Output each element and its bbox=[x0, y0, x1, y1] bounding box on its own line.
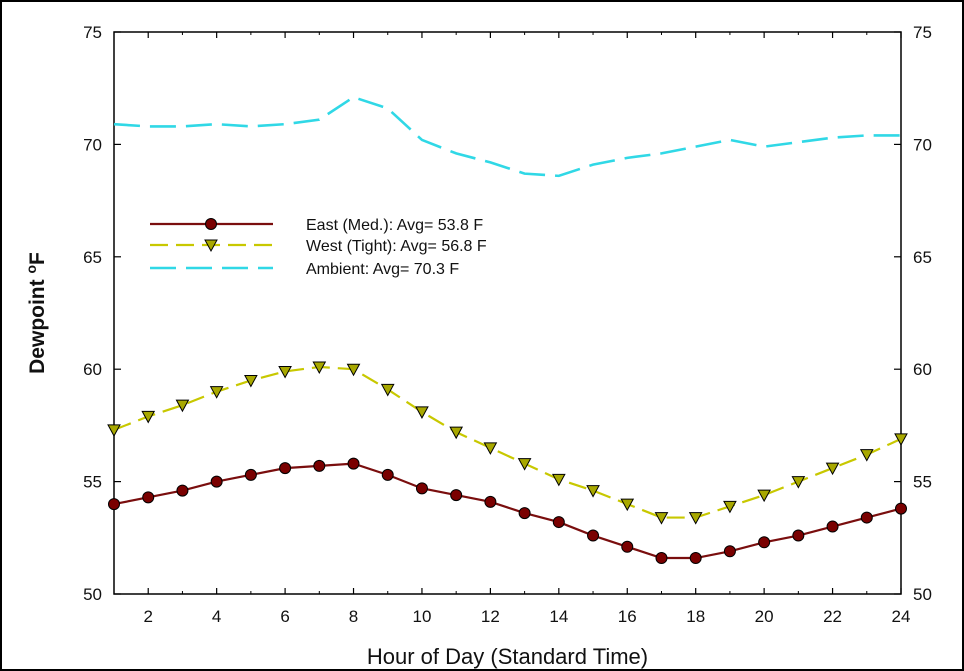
y-tick-label-left-75: 75 bbox=[83, 23, 102, 42]
x-tick-label-20: 20 bbox=[755, 607, 774, 626]
series-line-1 bbox=[113, 365, 902, 519]
series-1-point-11 bbox=[449, 426, 464, 440]
series-0-point-8 bbox=[347, 457, 360, 470]
legend-label-0: East (Med.): Avg= 53.8 F bbox=[306, 217, 483, 234]
series-1-point-3 bbox=[175, 399, 190, 413]
legend-label-1: West (Tight): Avg= 56.8 F bbox=[306, 238, 487, 255]
series-1-point-8 bbox=[346, 363, 361, 377]
series-0-point-20 bbox=[758, 536, 771, 549]
series-0-point-9 bbox=[381, 468, 394, 481]
series-1-point-23 bbox=[859, 449, 874, 462]
y-tick-label-left-50: 50 bbox=[83, 585, 102, 604]
x-tick-label-4: 4 bbox=[212, 607, 221, 626]
series-1-point-12 bbox=[483, 442, 498, 455]
legend-marker-1 bbox=[204, 239, 218, 253]
y-tick-label-left-55: 55 bbox=[83, 473, 102, 492]
x-tick-label-22: 22 bbox=[823, 607, 842, 626]
series-1-point-21 bbox=[791, 476, 806, 489]
series-1-point-15 bbox=[586, 485, 600, 498]
x-tick-label-12: 12 bbox=[481, 607, 500, 626]
series-0-point-2 bbox=[142, 491, 155, 504]
y-tick-label-right-65: 65 bbox=[913, 248, 932, 267]
series-layer bbox=[107, 95, 908, 565]
y-axis-title-unit: F bbox=[26, 252, 49, 265]
x-tick-label-10: 10 bbox=[412, 607, 431, 626]
legend-marker-0 bbox=[205, 218, 217, 230]
y-axis-title-main: Dewpoint bbox=[26, 274, 49, 374]
series-1-point-20 bbox=[757, 489, 771, 503]
series-1-point-5 bbox=[244, 374, 258, 388]
series-1-point-10 bbox=[415, 406, 429, 419]
x-tick-label-16: 16 bbox=[618, 607, 637, 626]
series-1-point-14 bbox=[551, 473, 566, 487]
series-line-0 bbox=[113, 462, 902, 560]
series-1-point-2 bbox=[141, 410, 156, 424]
legend: East (Med.): Avg= 53.8 F West (Tight): Av… bbox=[150, 217, 487, 278]
series-0-point-14 bbox=[552, 516, 565, 529]
series-0-point-5 bbox=[244, 468, 257, 481]
x-tick-label-14: 14 bbox=[549, 607, 568, 626]
y-tick-label-right-70: 70 bbox=[913, 135, 932, 154]
y-tick-label-right-60: 60 bbox=[913, 360, 932, 379]
y-axis-title-degree: o bbox=[23, 265, 39, 274]
series-0-point-6 bbox=[279, 462, 292, 475]
series-1-point-24 bbox=[894, 433, 908, 446]
series-1-point-9 bbox=[380, 383, 395, 397]
y-axis-title: Dewpoint oF bbox=[23, 252, 49, 374]
series-1-point-22 bbox=[825, 462, 840, 476]
series-0-point-23 bbox=[860, 511, 873, 524]
x-axis-title: Hour of Day (Standard Time) bbox=[367, 644, 648, 669]
series-1-point-6 bbox=[278, 365, 292, 379]
series-0-point-18 bbox=[689, 552, 702, 565]
series-0-point-13 bbox=[518, 507, 531, 520]
series-0-point-16 bbox=[621, 540, 634, 553]
series-1-point-7 bbox=[312, 361, 327, 374]
series-0-point-11 bbox=[450, 489, 463, 502]
series-0-point-19 bbox=[723, 545, 736, 558]
series-0-point-3 bbox=[176, 484, 189, 497]
series-line-2 bbox=[113, 95, 901, 178]
series-1-point-19 bbox=[723, 500, 737, 514]
series-0-point-22 bbox=[826, 520, 839, 533]
series-0-point-4 bbox=[210, 475, 223, 488]
legend-label-2: Ambient: Avg= 70.3 F bbox=[306, 261, 459, 278]
x-tick-label-8: 8 bbox=[349, 607, 358, 626]
y-tick-label-right-50: 50 bbox=[913, 585, 932, 604]
x-tick-label-2: 2 bbox=[143, 607, 152, 626]
plot-area bbox=[113, 31, 902, 595]
series-0-point-21 bbox=[792, 529, 805, 542]
y-tick-label-right-55: 55 bbox=[913, 473, 932, 492]
series-1-point-1 bbox=[107, 424, 121, 437]
series-0-point-24 bbox=[895, 502, 907, 515]
x-tick-label-6: 6 bbox=[280, 607, 289, 626]
y-tick-label-left-70: 70 bbox=[83, 135, 102, 154]
x-tick-label-24: 24 bbox=[892, 607, 911, 626]
series-1-point-13 bbox=[517, 458, 532, 471]
series-0-point-17 bbox=[655, 552, 668, 565]
series-0-point-12 bbox=[484, 495, 497, 508]
y-tick-label-left-60: 60 bbox=[83, 360, 102, 379]
series-1-point-18 bbox=[688, 512, 703, 525]
series-1-point-16 bbox=[620, 498, 635, 512]
series-1-point-17 bbox=[654, 512, 669, 525]
x-tick-label-18: 18 bbox=[686, 607, 705, 626]
y-tick-label-left-65: 65 bbox=[83, 248, 102, 267]
series-0-point-1 bbox=[108, 498, 120, 511]
series-1-point-4 bbox=[209, 386, 224, 399]
series-0-point-7 bbox=[313, 459, 326, 472]
series-0-point-10 bbox=[415, 482, 428, 495]
y-tick-label-right-75: 75 bbox=[913, 23, 932, 42]
series-0-point-15 bbox=[587, 529, 600, 542]
